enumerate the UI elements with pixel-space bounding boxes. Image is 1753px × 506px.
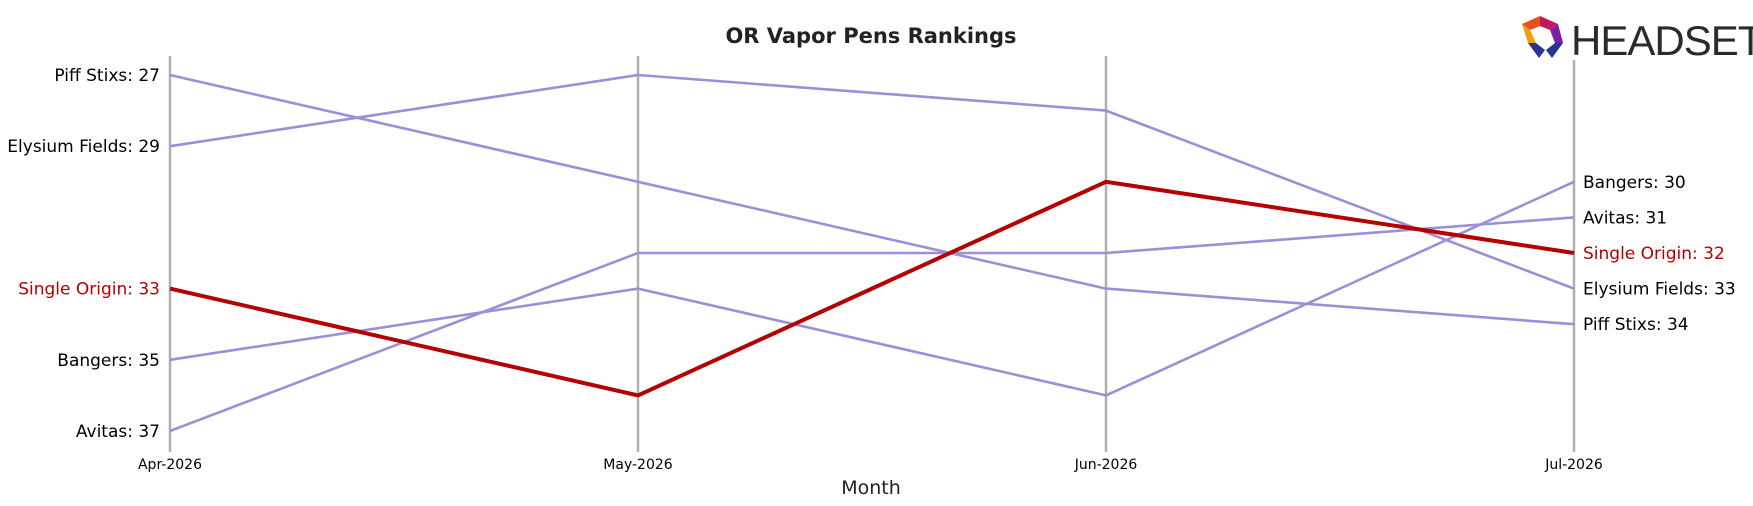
right-label-single-origin: Single Origin: 32 (1583, 244, 1725, 264)
left-label-piff-stixs: Piff Stixs: 27 (54, 66, 160, 86)
left-label-elysium-fields: Elysium Fields: 29 (7, 137, 160, 157)
left-label-avitas: Avitas: 37 (76, 422, 160, 442)
series-line-bangers (169, 180, 1575, 397)
x-tick-labels: Apr-2026 May-2026 Jun-2026 Jul-2026 (138, 457, 1603, 473)
series-lines (169, 73, 1575, 433)
x-tick-jun-2026: Jun-2026 (1074, 457, 1138, 473)
x-tick-apr-2026: Apr-2026 (138, 457, 202, 473)
right-rank-labels: Bangers: 30 Avitas: 31 Single Origin: 32 El… (1583, 173, 1736, 335)
series-line-single-origin (169, 179, 1575, 398)
x-axis-label: Month (841, 477, 901, 499)
headset-logo: HEADSET (1522, 16, 1753, 64)
series-line-elysium-fields (169, 73, 1575, 290)
x-tick-may-2026: May-2026 (603, 457, 672, 473)
left-rank-labels: Piff Stixs: 27 Elysium Fields: 29 Single O… (7, 66, 160, 442)
right-label-avitas: Avitas: 31 (1583, 208, 1667, 228)
headset-logo-mark-icon (1522, 16, 1563, 58)
right-label-bangers: Bangers: 30 (1583, 173, 1686, 193)
x-tick-jul-2026: Jul-2026 (1544, 457, 1603, 473)
series-line-piff-stixs (169, 73, 1575, 326)
left-label-single-origin: Single Origin: 33 (18, 280, 160, 300)
left-label-bangers: Bangers: 35 (57, 351, 160, 371)
logo-wordmark: HEADSET (1571, 17, 1753, 64)
series-line-avitas (169, 216, 1575, 433)
right-label-piff-stixs: Piff Stixs: 34 (1583, 315, 1689, 335)
chart-title: OR Vapor Pens Rankings (725, 24, 1016, 48)
right-label-elysium-fields: Elysium Fields: 33 (1583, 280, 1736, 300)
